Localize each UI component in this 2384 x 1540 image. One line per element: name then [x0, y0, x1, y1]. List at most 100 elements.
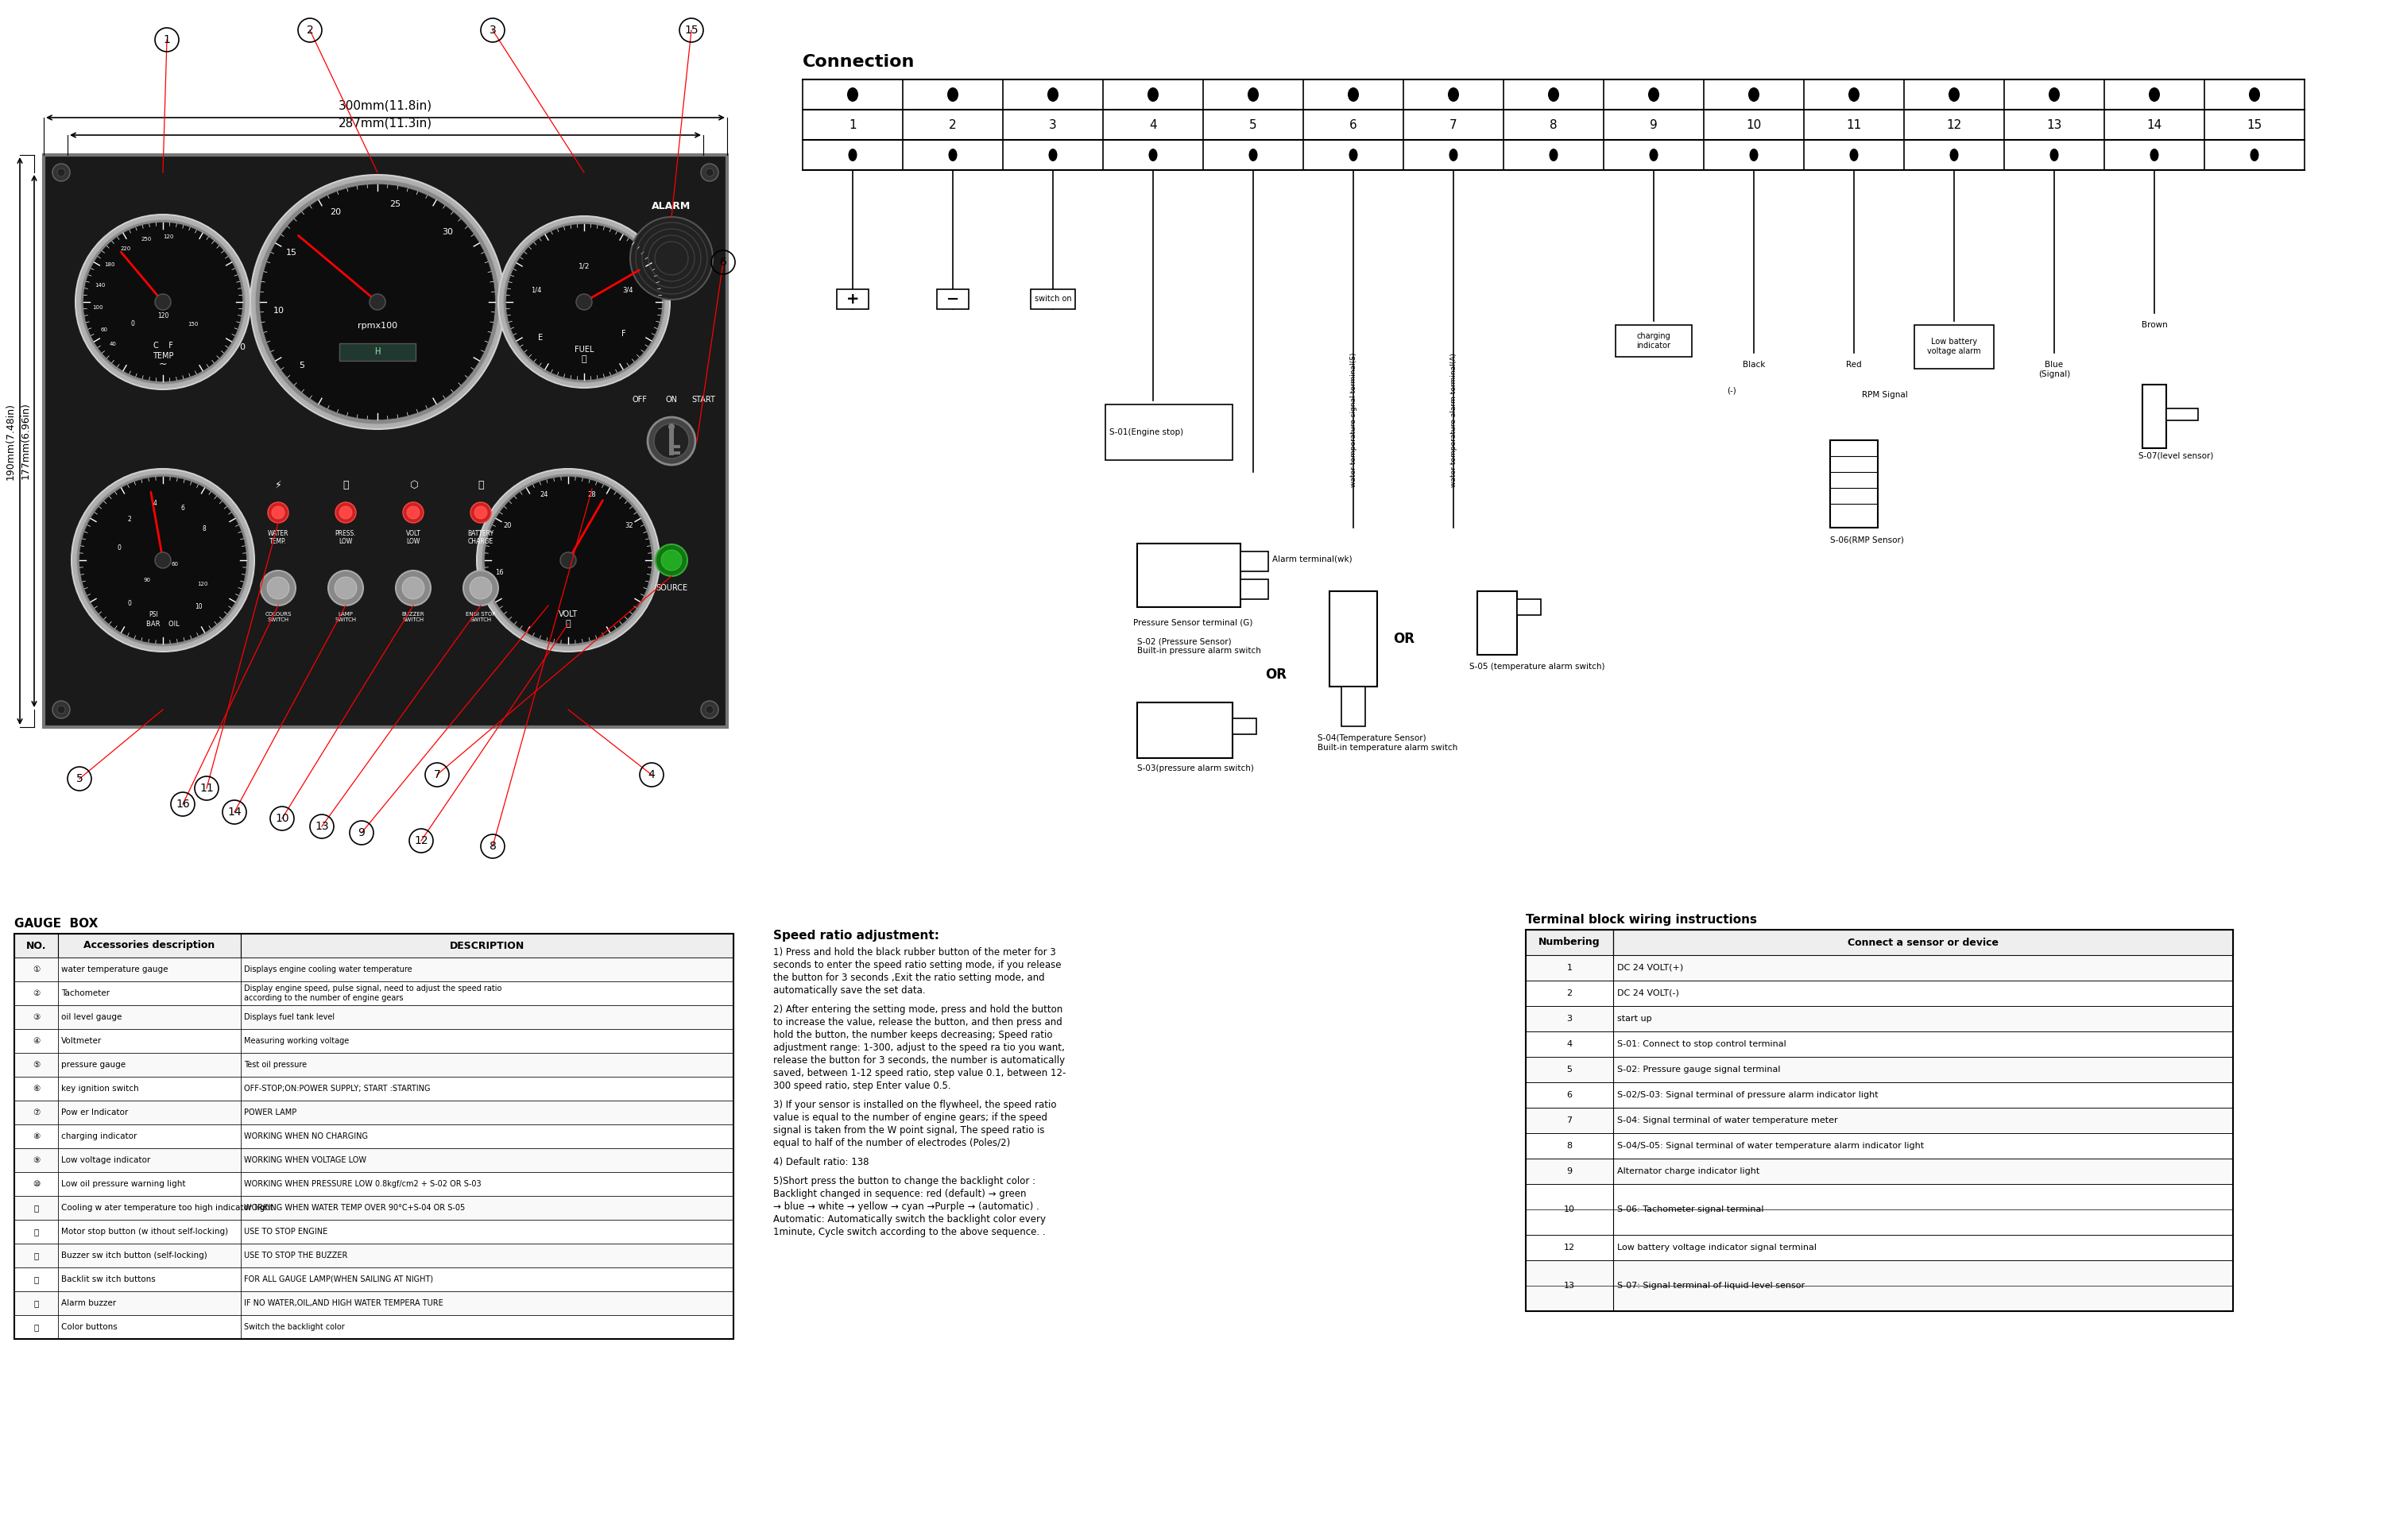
Circle shape — [155, 294, 172, 310]
Text: switch on: switch on — [1035, 294, 1070, 303]
Bar — [1831, 440, 1879, 528]
Text: Backlight changed in sequence: red (default) → green: Backlight changed in sequence: red (defa… — [772, 1189, 1025, 1200]
Text: Low voltage indicator: Low voltage indicator — [62, 1157, 150, 1164]
Text: water temperature signal terminal(S): water temperature signal terminal(S) — [1349, 353, 1356, 487]
Bar — [1478, 591, 1516, 654]
Bar — [14, 1315, 57, 1338]
Ellipse shape — [1449, 148, 1457, 162]
Text: saved, between 1-12 speed ratio, step value 0.1, between 12-: saved, between 1-12 speed ratio, step va… — [772, 1067, 1066, 1078]
Circle shape — [336, 502, 355, 524]
Text: 15: 15 — [286, 248, 298, 256]
Ellipse shape — [2250, 148, 2260, 162]
Text: Buzzer sw itch button (self-locking): Buzzer sw itch button (self-locking) — [62, 1252, 207, 1260]
Text: WATER
TEMP.: WATER TEMP. — [267, 530, 288, 545]
Text: Display engine speed, pulse signal, need to adjust the speed ratio
according to : Display engine speed, pulse signal, need… — [243, 984, 501, 1003]
Text: 2: 2 — [129, 516, 131, 522]
Bar — [14, 1124, 57, 1149]
Text: 3: 3 — [1566, 1015, 1573, 1023]
Ellipse shape — [1447, 88, 1459, 102]
Bar — [1616, 325, 1693, 357]
Bar — [57, 1029, 241, 1053]
Bar — [1526, 1133, 1614, 1158]
Text: 150: 150 — [188, 322, 198, 326]
Text: Pressure Sensor terminal (G): Pressure Sensor terminal (G) — [1132, 619, 1252, 627]
Text: 8: 8 — [1566, 1141, 1573, 1150]
Circle shape — [403, 502, 424, 524]
Text: 13: 13 — [315, 821, 329, 832]
Text: ⑩: ⑩ — [33, 1180, 41, 1187]
Text: Brown: Brown — [2141, 320, 2167, 330]
Text: 16: 16 — [176, 799, 191, 810]
Text: Connection: Connection — [803, 54, 915, 69]
Text: pressure gauge: pressure gauge — [62, 1061, 126, 1069]
Bar — [1526, 1032, 1614, 1056]
Circle shape — [72, 468, 255, 651]
Ellipse shape — [1347, 88, 1359, 102]
Text: FUEL: FUEL — [575, 345, 594, 354]
Bar — [1614, 1235, 2234, 1260]
Bar — [14, 958, 57, 981]
Text: BUZZER
SWITCH: BUZZER SWITCH — [403, 611, 424, 622]
Circle shape — [505, 225, 663, 380]
Bar — [57, 1006, 241, 1029]
Circle shape — [474, 507, 486, 519]
Ellipse shape — [2248, 88, 2260, 102]
Text: WORKING WHEN WATER TEMP OVER 90°C+S-04 OR S-05: WORKING WHEN WATER TEMP OVER 90°C+S-04 O… — [243, 1204, 465, 1212]
Text: −: − — [946, 291, 958, 306]
Bar — [241, 1076, 734, 1101]
Text: 12: 12 — [415, 835, 429, 847]
Text: 1/4: 1/4 — [532, 286, 541, 294]
Circle shape — [76, 214, 250, 390]
Text: FOR ALL GAUGE LAMP(WHEN SAILING AT NIGHT): FOR ALL GAUGE LAMP(WHEN SAILING AT NIGHT… — [243, 1275, 434, 1283]
Text: 100: 100 — [93, 305, 103, 310]
Bar — [14, 1244, 57, 1267]
Circle shape — [462, 570, 498, 605]
Text: C    F: C F — [153, 342, 172, 350]
Ellipse shape — [2050, 148, 2057, 162]
Text: 120: 120 — [198, 582, 207, 587]
Text: S-01: Connect to stop control terminal: S-01: Connect to stop control terminal — [1616, 1040, 1786, 1049]
Text: 5: 5 — [1249, 119, 1256, 131]
Text: 8: 8 — [203, 525, 205, 531]
Text: seconds to enter the speed ratio setting mode, if you release: seconds to enter the speed ratio setting… — [772, 959, 1061, 970]
Bar — [1614, 1006, 2234, 1032]
Bar — [1526, 930, 2234, 1311]
Text: 15: 15 — [2246, 119, 2262, 131]
Ellipse shape — [1848, 88, 1860, 102]
Ellipse shape — [2148, 88, 2160, 102]
Text: WORKING WHEN VOLTAGE LOW: WORKING WHEN VOLTAGE LOW — [243, 1157, 367, 1164]
Text: ~: ~ — [160, 359, 167, 370]
Text: OFF: OFF — [632, 396, 646, 403]
Text: 1minute, Cycle switch according to the above sequence. .: 1minute, Cycle switch according to the a… — [772, 1227, 1047, 1237]
Bar — [14, 1006, 57, 1029]
Ellipse shape — [1550, 148, 1559, 162]
Ellipse shape — [1249, 148, 1259, 162]
Text: 3: 3 — [1049, 119, 1056, 131]
Circle shape — [260, 570, 296, 605]
Ellipse shape — [1650, 148, 1659, 162]
Text: release the button for 3 seconds, the number is automatically: release the button for 3 seconds, the nu… — [772, 1055, 1066, 1066]
Text: 3/4: 3/4 — [622, 286, 634, 294]
Bar — [1342, 687, 1366, 727]
Bar — [57, 1101, 241, 1124]
Bar — [1516, 599, 1540, 614]
Text: OFF-STOP;ON:POWER SUPPLY; START :STARTING: OFF-STOP;ON:POWER SUPPLY; START :STARTIN… — [243, 1084, 429, 1092]
Circle shape — [155, 553, 172, 568]
Text: RPM Signal: RPM Signal — [1862, 391, 1907, 399]
Bar — [241, 1053, 734, 1076]
Text: S-04/S-05: Signal terminal of water temperature alarm indicator light: S-04/S-05: Signal terminal of water temp… — [1616, 1141, 1924, 1150]
Text: Tachometer: Tachometer — [62, 989, 110, 998]
Text: PSI: PSI — [148, 611, 157, 618]
Bar — [1526, 930, 1614, 955]
Bar — [57, 1149, 241, 1172]
Text: ⑦: ⑦ — [33, 1109, 41, 1116]
Circle shape — [503, 220, 665, 383]
Ellipse shape — [2048, 88, 2060, 102]
Bar — [1233, 718, 1256, 735]
Text: Voltmeter: Voltmeter — [62, 1036, 103, 1046]
Text: 11: 11 — [1845, 119, 1862, 131]
Text: S-06: Tachometer signal terminal: S-06: Tachometer signal terminal — [1616, 1206, 1764, 1214]
Circle shape — [76, 474, 250, 647]
Bar — [675, 451, 679, 454]
Text: 7: 7 — [434, 768, 441, 781]
